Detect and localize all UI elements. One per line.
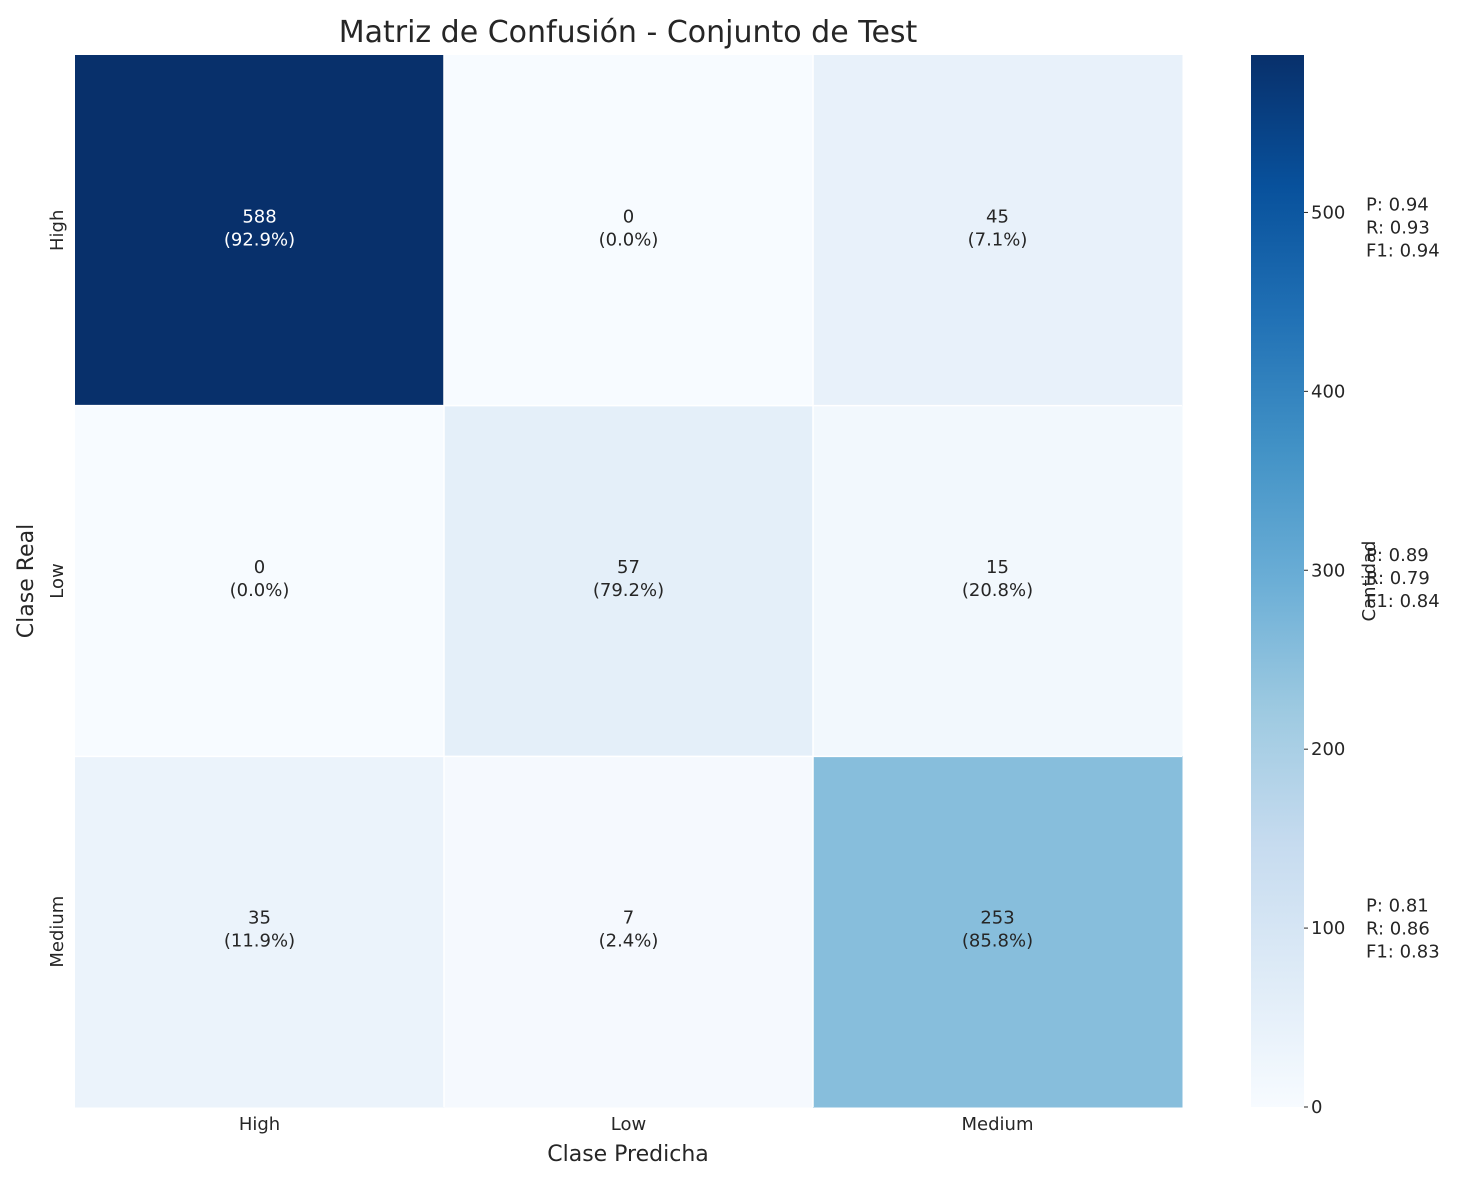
- cell-count-label: 253: [980, 908, 1014, 929]
- cell-percent-label: (2.4%): [599, 931, 659, 952]
- x-tick-label: Medium: [962, 1114, 1034, 1135]
- colorbar-label: Cantidad: [1359, 541, 1380, 622]
- heatmap-cell: [813, 405, 1183, 757]
- class-metric-line: R: 0.93: [1366, 217, 1430, 238]
- cell-percent-label: (79.2%): [593, 580, 664, 601]
- class-metric-line: P: 0.94: [1366, 194, 1429, 215]
- x-axis-label: Clase Predicha: [547, 1142, 709, 1167]
- colorbar-tick-labels: 0 100 200 300 400 500: [1304, 202, 1345, 1118]
- heatmap-cell: [444, 55, 814, 407]
- class-metric-line: R: 0.79: [1366, 568, 1430, 589]
- y-tick-label: Low: [47, 563, 68, 598]
- cell-count-label: 588: [242, 206, 276, 227]
- colorbar-tick-label: 500: [1311, 202, 1345, 223]
- cell-percent-label: (20.8%): [962, 580, 1033, 601]
- y-axis-tick-labels: High Low Medium: [47, 210, 68, 968]
- colorbar-tick-label: 300: [1311, 560, 1345, 581]
- colorbar-tick-label: 100: [1311, 918, 1345, 939]
- y-axis-label: Clase Real: [14, 524, 39, 638]
- cell-percent-label: (0.0%): [599, 229, 659, 250]
- class-metric-line: P: 0.89: [1366, 545, 1429, 566]
- cell-count-label: 7: [623, 908, 634, 929]
- cell-percent-label: (11.9%): [224, 931, 295, 952]
- cell-percent-label: (92.9%): [224, 229, 295, 250]
- cell-percent-label: (7.1%): [968, 229, 1028, 250]
- cell-count-label: 0: [254, 557, 265, 578]
- heatmap-cell-labels: 588(92.9%)0(0.0%)45(7.1%)0(0.0%)57(79.2%…: [224, 206, 1033, 951]
- cell-percent-label: (85.8%): [962, 931, 1033, 952]
- colorbar-tick-label: 0: [1311, 1097, 1322, 1118]
- y-tick-label: Medium: [47, 896, 68, 968]
- heatmap-cell: [75, 756, 445, 1108]
- cell-count-label: 57: [617, 557, 640, 578]
- colorbar: [1251, 55, 1304, 1107]
- class-metric-line: R: 0.86: [1366, 919, 1430, 940]
- y-tick-label: High: [47, 210, 68, 251]
- cell-percent-label: (0.0%): [230, 580, 290, 601]
- cell-count-label: 0: [623, 206, 634, 227]
- heatmap-cell: [444, 405, 814, 757]
- class-metric-line: P: 0.81: [1366, 896, 1429, 917]
- colorbar-tick-label: 200: [1311, 739, 1345, 760]
- heatmap-cell: [813, 756, 1183, 1108]
- chart-title: Matriz de Confusión - Conjunto de Test: [339, 15, 918, 50]
- cell-count-label: 35: [248, 908, 271, 929]
- heatmap-cell: [444, 756, 814, 1108]
- class-metric-line: F1: 0.94: [1366, 240, 1440, 261]
- cell-count-label: 45: [986, 206, 1009, 227]
- colorbar-tick-label: 400: [1311, 381, 1345, 402]
- x-tick-label: Low: [611, 1114, 646, 1135]
- cell-count-label: 15: [986, 557, 1009, 578]
- x-tick-label: High: [239, 1114, 280, 1135]
- x-axis-tick-labels: High Low Medium: [239, 1114, 1034, 1135]
- heatmap-cell: [75, 55, 445, 407]
- heatmap-cell: [813, 55, 1183, 407]
- heatmap-cells: [75, 55, 1183, 1108]
- class-metric-line: F1: 0.83: [1366, 942, 1440, 963]
- heatmap-cell: [75, 405, 445, 757]
- class-metric-line: F1: 0.84: [1366, 591, 1440, 612]
